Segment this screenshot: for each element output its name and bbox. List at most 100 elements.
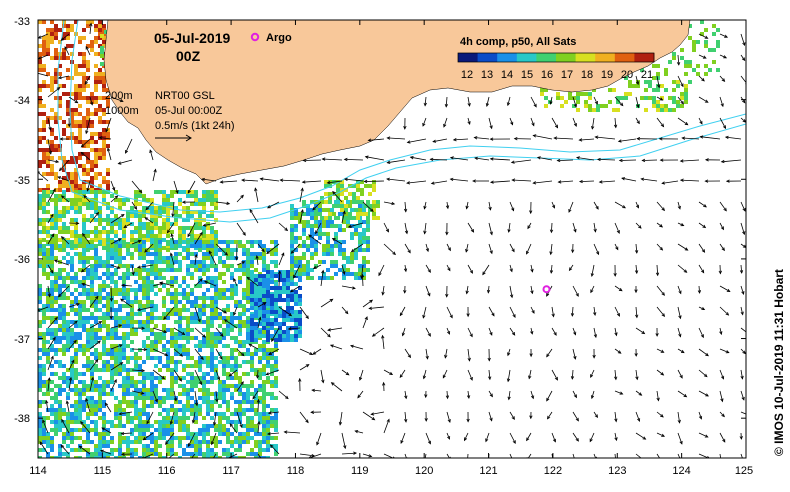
sst-pixel	[684, 60, 688, 64]
sst-pixel	[62, 436, 66, 440]
sst-pixel	[298, 294, 302, 298]
sst-pixel	[98, 68, 102, 72]
sst-pixel	[242, 440, 246, 444]
current-arrow	[658, 137, 679, 141]
sst-pixel	[318, 212, 322, 216]
current-arrow	[120, 283, 133, 288]
sst-pixel	[54, 432, 58, 436]
sst-pixel	[198, 308, 202, 312]
sst-pixel	[358, 224, 362, 228]
lon-tick-label: 117	[222, 465, 240, 477]
sst-pixel	[46, 164, 50, 168]
sst-pixel	[242, 344, 246, 348]
sst-pixel	[202, 380, 206, 384]
sst-pixel	[262, 408, 266, 412]
sst-pixel	[154, 448, 158, 452]
sst-pixel	[78, 416, 82, 420]
current-arrow	[473, 136, 490, 140]
sst-pixel	[106, 380, 110, 384]
sst-pixel	[38, 448, 42, 452]
current-arrow	[740, 453, 743, 458]
sst-pixel	[158, 412, 162, 416]
current-arrow	[236, 194, 244, 203]
sst-pixel	[222, 288, 226, 292]
sst-pixel	[98, 392, 102, 396]
sst-pixel	[94, 388, 98, 392]
sst-pixel	[210, 226, 214, 230]
sst-pixel	[644, 80, 648, 84]
sst-pixel	[138, 256, 142, 260]
sst-pixel	[46, 276, 50, 280]
sst-pixel	[94, 210, 98, 214]
sst-pixel	[230, 452, 234, 456]
sst-pixel	[58, 428, 62, 432]
sst-pixel	[322, 208, 326, 212]
sst-pixel	[202, 272, 206, 276]
current-arrow	[596, 157, 616, 162]
sst-pixel	[114, 396, 118, 400]
sst-pixel	[356, 188, 360, 192]
sst-pixel	[688, 60, 692, 64]
sst-pixel	[42, 348, 46, 352]
sst-pixel	[98, 20, 102, 24]
sst-pixel	[186, 226, 190, 230]
sst-pixel	[640, 96, 644, 100]
sst-pixel	[38, 206, 42, 210]
sst-pixel	[50, 300, 54, 304]
current-arrow	[64, 46, 70, 56]
sst-pixel	[166, 440, 170, 444]
sst-pixel	[218, 380, 222, 384]
current-arrow	[362, 201, 374, 213]
sst-pixel	[150, 280, 154, 284]
sst-pixel	[154, 248, 158, 252]
current-arrow	[467, 117, 471, 125]
sst-pixel	[38, 296, 42, 300]
sst-pixel	[110, 424, 114, 428]
sst-pixel	[82, 276, 86, 280]
sst-pixel	[262, 436, 266, 440]
sst-pixel	[106, 348, 110, 352]
sst-pixel	[122, 226, 126, 230]
sst-pixel	[182, 416, 186, 420]
argo-float-marker[interactable]	[542, 285, 551, 294]
sst-pixel	[226, 448, 230, 452]
sst-pixel	[246, 384, 250, 388]
current-arrow	[67, 117, 71, 128]
current-arrow	[530, 327, 534, 335]
sst-pixel	[86, 260, 90, 264]
sst-pixel	[90, 256, 94, 260]
sst-pixel	[684, 96, 688, 100]
sst-pixel	[322, 252, 326, 256]
sst-pixel	[106, 252, 110, 256]
sst-pixel	[62, 304, 66, 308]
argo-legend: Argo	[250, 32, 292, 44]
sst-pixel	[58, 116, 62, 120]
sst-pixel	[222, 400, 226, 404]
sst-pixel	[58, 210, 62, 214]
current-arrow	[510, 159, 532, 164]
sst-pixel	[74, 184, 78, 188]
sst-pixel	[242, 436, 246, 440]
sst-pixel	[170, 292, 174, 296]
sst-pixel	[50, 288, 54, 292]
sst-pixel	[254, 240, 258, 244]
sst-pixel	[202, 396, 206, 400]
sst-pixel	[226, 268, 230, 272]
current-arrow	[298, 377, 302, 392]
sst-pixel	[234, 420, 238, 424]
sst-pixel	[70, 416, 74, 420]
current-arrow	[165, 432, 175, 445]
sst-pixel	[118, 372, 122, 376]
current-arrow	[170, 233, 175, 245]
sst-pixel	[194, 444, 198, 448]
sst-pixel	[98, 456, 102, 458]
sst-pixel	[50, 80, 54, 84]
current-arrow	[578, 138, 595, 142]
current-arrow	[446, 411, 451, 423]
sst-pixel	[54, 256, 58, 260]
sst-pixel	[336, 192, 340, 196]
sst-pixel	[110, 440, 114, 444]
sst-pixel	[544, 104, 548, 108]
sst-pixel	[266, 412, 270, 416]
sst-pixel	[122, 264, 126, 268]
